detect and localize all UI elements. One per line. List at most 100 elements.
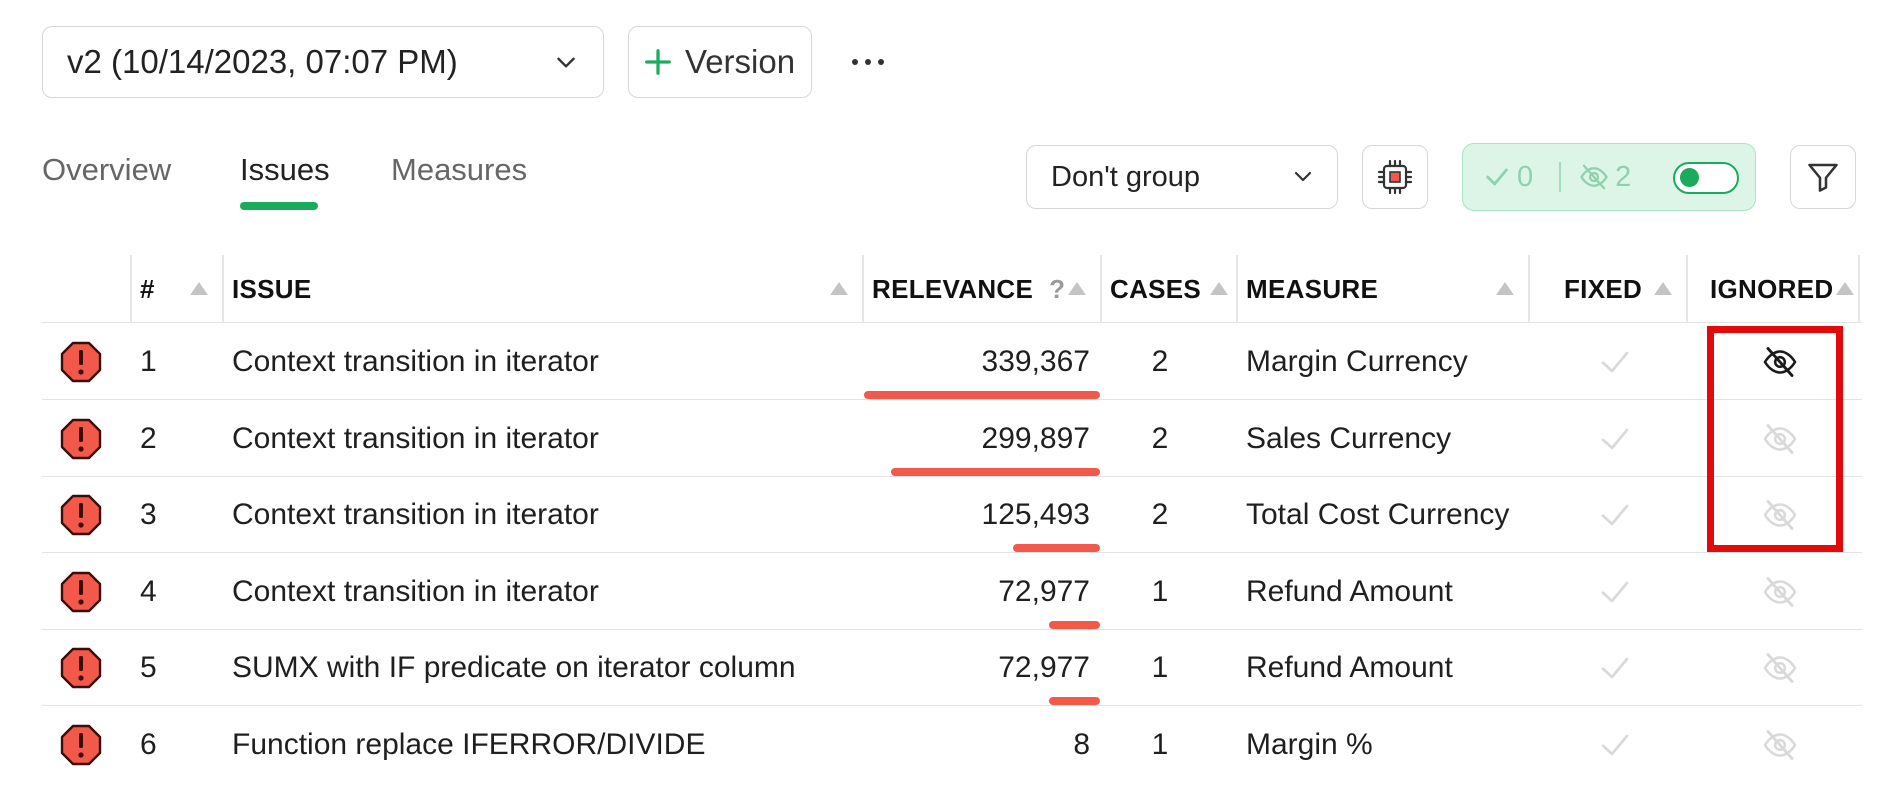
show-ignored-switch[interactable] bbox=[1673, 162, 1739, 194]
tab-issues[interactable]: Issues bbox=[240, 152, 330, 187]
check-icon bbox=[1601, 504, 1629, 526]
ignored-toggle[interactable] bbox=[1732, 707, 1828, 783]
issue-name[interactable]: Function replace IFERROR/DIVIDE bbox=[232, 727, 706, 761]
relevance-help-icon[interactable]: ? bbox=[1049, 273, 1066, 304]
check-icon bbox=[1486, 168, 1508, 186]
check-icon bbox=[1601, 581, 1629, 602]
group-by-value: Don't group bbox=[1051, 160, 1201, 193]
fixed-toggle[interactable] bbox=[1570, 707, 1660, 783]
version-select-value: v2 (10/14/2023, 07:07 PM) bbox=[67, 43, 458, 80]
sort-icon bbox=[830, 282, 848, 295]
sort-icon bbox=[1654, 282, 1672, 295]
tab-measures[interactable]: Measures bbox=[391, 152, 528, 187]
fixed-toggle[interactable] bbox=[1570, 477, 1660, 553]
ignored-toggle[interactable] bbox=[1732, 477, 1828, 553]
ignored-toggle[interactable] bbox=[1732, 324, 1828, 400]
relevance-value: 299,897 bbox=[981, 421, 1090, 455]
eye-off-icon bbox=[1763, 653, 1797, 683]
chevron-down-icon bbox=[557, 57, 575, 68]
table-row[interactable]: 6 Function replace IFERROR/DIVIDE 8 1 Ma… bbox=[42, 707, 1862, 783]
active-tab-indicator bbox=[240, 202, 318, 210]
eye-off-icon bbox=[1763, 576, 1797, 607]
measure-name[interactable]: Refund Amount bbox=[1246, 651, 1453, 684]
check-icon bbox=[1601, 351, 1629, 373]
relevance-value: 125,493 bbox=[981, 498, 1090, 531]
ignored-toggle[interactable] bbox=[1732, 630, 1828, 706]
fixed-toggle[interactable] bbox=[1570, 324, 1660, 400]
relevance-bar bbox=[891, 467, 1100, 476]
severity-cell bbox=[60, 554, 110, 630]
plus-icon bbox=[643, 47, 673, 77]
fixed-toggle[interactable] bbox=[1570, 554, 1660, 630]
processor-button[interactable] bbox=[1362, 145, 1428, 209]
fixed-count: 0 bbox=[1517, 160, 1534, 193]
header-divider bbox=[1236, 255, 1238, 323]
cases-count: 2 bbox=[1151, 421, 1169, 455]
fixed-toggle[interactable] bbox=[1570, 630, 1660, 706]
ignored-toggle[interactable] bbox=[1732, 401, 1828, 477]
relevance-value: 339,367 bbox=[981, 345, 1090, 378]
issue-name[interactable]: Context transition in iterator bbox=[232, 574, 599, 608]
column-issue-label: ISSUE bbox=[232, 273, 312, 304]
version-select[interactable]: v2 (10/14/2023, 07:07 PM) bbox=[42, 26, 604, 98]
more-dots-icon bbox=[852, 59, 884, 65]
eye-off-icon bbox=[1580, 164, 1608, 190]
column-num[interactable]: # bbox=[130, 255, 222, 323]
measure-name[interactable]: Total Cost Currency bbox=[1246, 498, 1510, 531]
column-cases[interactable]: CASES bbox=[1100, 255, 1236, 323]
issue-number: 5 bbox=[140, 651, 157, 684]
relevance-value: 8 bbox=[1073, 727, 1090, 761]
measure-name[interactable]: Margin % bbox=[1246, 727, 1373, 761]
table-row[interactable]: 4 Context transition in iterator 72,977 … bbox=[42, 554, 1862, 630]
cases-count: 1 bbox=[1151, 574, 1169, 608]
column-issue[interactable]: ISSUE bbox=[222, 255, 862, 323]
check-icon bbox=[1601, 657, 1629, 679]
eye-off-icon bbox=[1763, 729, 1797, 760]
issue-name[interactable]: Context transition in iterator bbox=[232, 498, 599, 531]
filter-button[interactable] bbox=[1790, 145, 1856, 209]
cpu-chip-icon bbox=[1377, 159, 1413, 195]
measure-name[interactable]: Refund Amount bbox=[1246, 574, 1453, 608]
cases-count: 1 bbox=[1151, 727, 1169, 761]
chevron-down-icon bbox=[1294, 171, 1312, 182]
group-by-select[interactable]: Don't group bbox=[1026, 145, 1338, 209]
table-row[interactable]: 2 Context transition in iterator 299,897… bbox=[42, 401, 1862, 477]
header-divider bbox=[1528, 255, 1530, 323]
measure-name[interactable]: Margin Currency bbox=[1246, 345, 1468, 378]
fixed-toggle[interactable] bbox=[1570, 401, 1660, 477]
relevance-bar bbox=[864, 391, 1100, 399]
column-measure[interactable]: MEASURE bbox=[1236, 255, 1528, 323]
error-octagon-icon bbox=[60, 571, 102, 612]
relevance-value: 72,977 bbox=[998, 651, 1090, 684]
relevance-bar bbox=[1049, 697, 1100, 705]
tab-overview[interactable]: Overview bbox=[42, 152, 172, 187]
add-version-label: Version bbox=[685, 43, 796, 80]
column-ignored[interactable]: IGNORED bbox=[1686, 255, 1858, 323]
issue-number: 3 bbox=[140, 498, 157, 531]
cases-count: 2 bbox=[1151, 498, 1169, 531]
check-icon bbox=[1601, 734, 1629, 755]
cases-count: 1 bbox=[1151, 651, 1169, 684]
toggle-divider bbox=[1559, 162, 1562, 192]
column-relevance[interactable]: RELEVANCE ? bbox=[862, 255, 1100, 323]
table-row[interactable]: 1 Context transition in iterator 339,367… bbox=[42, 324, 1862, 400]
issue-name[interactable]: SUMX with IF predicate on iterator colum… bbox=[232, 651, 796, 684]
issue-name[interactable]: Context transition in iterator bbox=[232, 345, 599, 378]
add-version-button[interactable]: Version bbox=[628, 26, 812, 98]
table-row[interactable]: 3 Context transition in iterator 125,493… bbox=[42, 477, 1862, 553]
more-options-button[interactable] bbox=[848, 42, 888, 82]
header-divider bbox=[1100, 255, 1102, 323]
column-fixed[interactable]: FIXED bbox=[1528, 255, 1686, 323]
relevance-bar bbox=[1049, 620, 1100, 629]
issue-number: 2 bbox=[140, 421, 157, 455]
table-row[interactable]: 5 SUMX with IF predicate on iterator col… bbox=[42, 630, 1862, 706]
column-cases-label: CASES bbox=[1110, 273, 1202, 304]
issue-name[interactable]: Context transition in iterator bbox=[232, 421, 599, 455]
column-fixed-label: FIXED bbox=[1564, 273, 1643, 304]
column-num-label: # bbox=[140, 273, 155, 304]
issue-number: 6 bbox=[140, 727, 157, 761]
fixed-ignored-toggle[interactable]: 0 2 bbox=[1462, 143, 1756, 211]
measure-name[interactable]: Sales Currency bbox=[1246, 421, 1452, 455]
eye-off-icon bbox=[1763, 500, 1797, 530]
ignored-toggle[interactable] bbox=[1732, 554, 1828, 630]
